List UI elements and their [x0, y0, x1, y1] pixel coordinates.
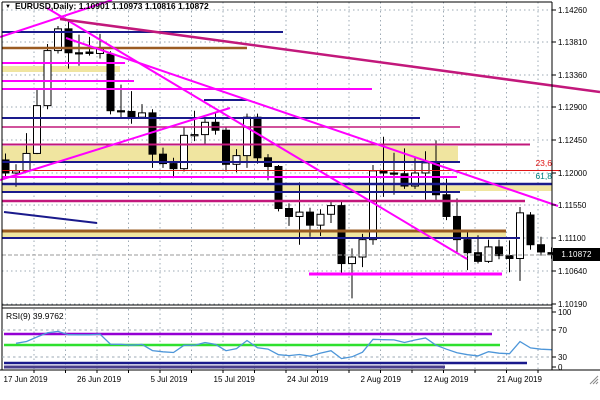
svg-text:1.12000: 1.12000: [558, 169, 587, 178]
svg-text:100: 100: [558, 308, 572, 317]
svg-text:1.13810: 1.13810: [558, 38, 587, 47]
svg-text:70: 70: [558, 326, 567, 335]
resize-grip[interactable]: [589, 375, 599, 385]
rsi-curve: [15, 330, 552, 360]
svg-text:0: 0: [558, 363, 563, 372]
svg-text:2 Aug 2019: 2 Aug 2019: [361, 375, 402, 384]
svg-text:15 Jul 2019: 15 Jul 2019: [214, 375, 256, 384]
trendlines-layer[interactable]: [0, 0, 600, 260]
svg-text:30: 30: [558, 353, 567, 362]
svg-text:1.12900: 1.12900: [558, 103, 587, 112]
fib-level-61.8-label: 61,8: [535, 171, 552, 181]
svg-text:1.11100: 1.11100: [558, 234, 586, 243]
chart-marker-icon: ▼: [5, 4, 11, 10]
current-price-tag: 1.10872: [553, 248, 600, 261]
svg-text:1.14260: 1.14260: [558, 6, 587, 15]
svg-text:1.12450: 1.12450: [558, 136, 587, 145]
time-axis[interactable]: 17 Jun 2019 26 Jun 2019 5 Jul 2019 15 Jul 2…: [4, 370, 543, 384]
svg-text:21 Aug 2019: 21 Aug 2019: [497, 375, 542, 384]
fib-level-23.6-label: 23,6: [535, 158, 552, 168]
price-axis[interactable]: 1.14260 1.13810 1.13360 1.12900 1.12450 1.120…: [552, 6, 587, 309]
pane-borders: [0, 1, 600, 371]
svg-text:26 Jun 2019: 26 Jun 2019: [77, 375, 122, 384]
svg-text:17 Jun 2019: 17 Jun 2019: [4, 375, 49, 384]
chart-title: ▼ EURUSD,Daily: 1.10901 1.10973 1.10816 1…: [5, 1, 209, 11]
svg-text:24 Jul 2019: 24 Jul 2019: [287, 375, 329, 384]
svg-text:1.11550: 1.11550: [558, 201, 587, 210]
svg-text:1.10190: 1.10190: [558, 300, 587, 309]
chart-title-text: EURUSD,Daily: 1.10901 1.10973 1.10816 1.…: [14, 1, 209, 11]
svg-text:1.10640: 1.10640: [558, 267, 587, 276]
svg-text:12 Aug 2019: 12 Aug 2019: [424, 375, 469, 384]
svg-text:5 Jul 2019: 5 Jul 2019: [151, 375, 188, 384]
support-resistance-zones: [2, 66, 552, 237]
rsi-indicator-label: RSI(9) 39.9762: [6, 311, 64, 321]
svg-text:1.13360: 1.13360: [558, 71, 587, 80]
rsi-pane: 100 70 300: [2, 308, 572, 372]
